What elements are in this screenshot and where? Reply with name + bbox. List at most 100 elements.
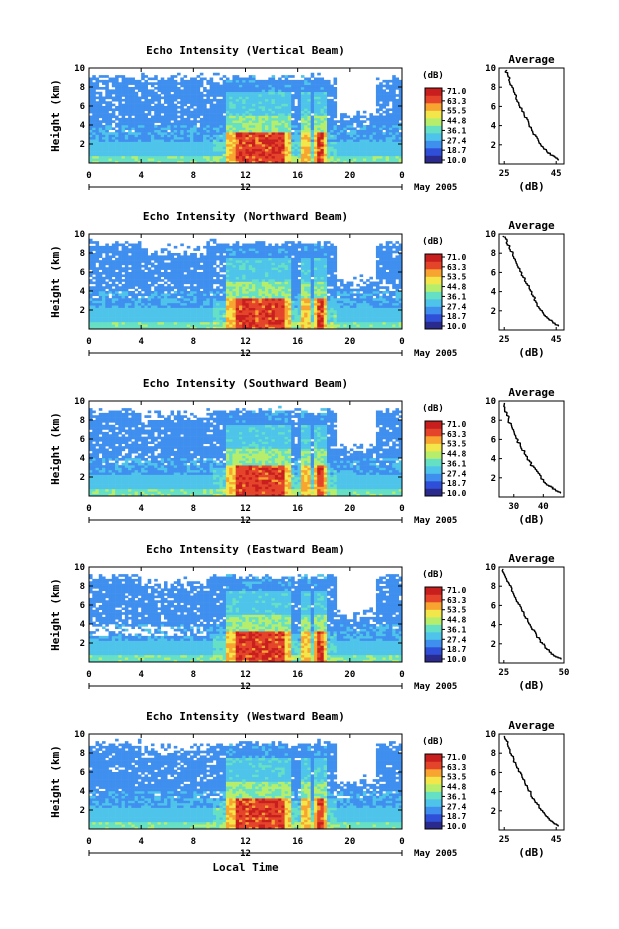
- heatmap-cell: [359, 136, 364, 140]
- heatmap-cell: [183, 310, 188, 313]
- heatmap-cell: [287, 82, 292, 85]
- heatmap-cell: [222, 317, 227, 320]
- heatmap-cell: [193, 117, 197, 121]
- heatmap-cell: [95, 269, 100, 273]
- heatmap-cell: [180, 291, 184, 294]
- heatmap-cell: [320, 153, 325, 157]
- heatmap-cell: [278, 144, 282, 147]
- heatmap-cell: [375, 132, 380, 135]
- heatmap-cell: [359, 122, 364, 126]
- heatmap-cell: [242, 317, 246, 320]
- heatmap-cell: [124, 94, 129, 97]
- heatmap-cell: [108, 122, 113, 126]
- heatmap-cell: [121, 317, 126, 320]
- heatmap-cell: [229, 267, 233, 270]
- heatmap-cell: [190, 91, 194, 95]
- heatmap-cell: [137, 300, 142, 304]
- heatmap-cell: [356, 110, 360, 114]
- heatmap-cell: [382, 127, 386, 131]
- heatmap-cell: [252, 326, 256, 330]
- heatmap-cell: [265, 257, 269, 261]
- heatmap-cell: [95, 272, 100, 275]
- heatmap-cell: [141, 250, 145, 254]
- heatmap-cell: [245, 310, 250, 313]
- heatmap-cell: [196, 245, 201, 249]
- heatmap-cell: [102, 279, 106, 282]
- heatmap-cell: [203, 110, 207, 114]
- heatmap-cell: [278, 134, 282, 138]
- heatmap-cell: [92, 312, 96, 316]
- heatmap-cell: [261, 141, 266, 145]
- heatmap-cell: [177, 144, 181, 147]
- heatmap-cell: [379, 94, 383, 97]
- heatmap-cell: [359, 160, 364, 164]
- heatmap-cell: [222, 283, 227, 287]
- heatmap-cell: [353, 146, 357, 150]
- heatmap-cell: [216, 248, 220, 251]
- heatmap-cell: [340, 151, 344, 154]
- heatmap-cell: [199, 324, 204, 327]
- heatmap-cell: [284, 117, 289, 121]
- heatmap-cell: [225, 87, 230, 90]
- heatmap-cell: [300, 79, 305, 83]
- heatmap-cell: [170, 146, 175, 150]
- heatmap-cell: [193, 257, 197, 261]
- heatmap-cell: [232, 79, 237, 83]
- heatmap-cell: [190, 141, 194, 145]
- heatmap-cell: [255, 96, 259, 100]
- heatmap-cell: [98, 132, 103, 135]
- heatmap-cell: [209, 310, 214, 313]
- heatmap-cell: [163, 122, 168, 126]
- heatmap-cell: [121, 305, 126, 308]
- heatmap-cell: [92, 293, 96, 297]
- heatmap-cell: [265, 293, 269, 297]
- heatmap-cell: [235, 148, 240, 152]
- heatmap-cell: [258, 250, 263, 254]
- heatmap-cell: [186, 257, 191, 261]
- heatmap-cell: [89, 281, 93, 285]
- profile-title: Average: [508, 53, 555, 66]
- heatmap-cell: [274, 153, 279, 157]
- heatmap-cell: [105, 113, 109, 116]
- heatmap-cell: [92, 326, 96, 330]
- heatmap-cell: [89, 286, 93, 289]
- heatmap-cell: [167, 276, 171, 280]
- heatmap-cell: [177, 283, 181, 287]
- heatmap-cell: [327, 108, 331, 112]
- heatmap-cell: [180, 281, 184, 285]
- panel-title: Echo Intensity (Vertical Beam): [146, 44, 345, 57]
- heatmap-cell: [131, 302, 135, 306]
- heatmap-cell: [313, 77, 318, 81]
- colorbar-frame: [424, 87, 443, 164]
- heatmap-cell: [167, 101, 171, 104]
- heatmap-cell: [294, 125, 298, 128]
- heatmap-cell: [252, 91, 256, 95]
- heatmap-cell: [121, 127, 126, 131]
- heatmap-cell: [154, 253, 158, 256]
- heatmap-cell: [173, 151, 178, 154]
- heatmap-cell: [287, 148, 292, 152]
- heatmap-cell: [258, 267, 263, 270]
- heatmap-cell: [190, 103, 194, 107]
- heatmap-cell: [255, 295, 259, 299]
- heatmap-cell: [297, 144, 302, 147]
- heatmap-cell: [232, 113, 237, 116]
- heatmap-cell: [385, 122, 390, 126]
- heatmap-cell: [261, 146, 266, 150]
- heatmap-cell: [193, 151, 197, 154]
- heatmap-cell: [346, 115, 351, 119]
- heatmap-cell: [385, 84, 390, 88]
- profile-y-tick-label: 10: [485, 64, 496, 74]
- heatmap-cell: [115, 98, 119, 102]
- heatmap-cell: [297, 110, 302, 114]
- heatmap-cell: [307, 120, 312, 123]
- heatmap-cell: [144, 79, 148, 83]
- heatmap-cell: [219, 146, 223, 150]
- heatmap-cell: [291, 125, 295, 128]
- heatmap-cell: [307, 98, 312, 102]
- heatmap-cell: [190, 317, 194, 320]
- heatmap-cell: [206, 129, 210, 133]
- heatmap-cell: [281, 158, 285, 161]
- heatmap-cell: [98, 122, 103, 126]
- colorbar-swatch: [425, 118, 442, 126]
